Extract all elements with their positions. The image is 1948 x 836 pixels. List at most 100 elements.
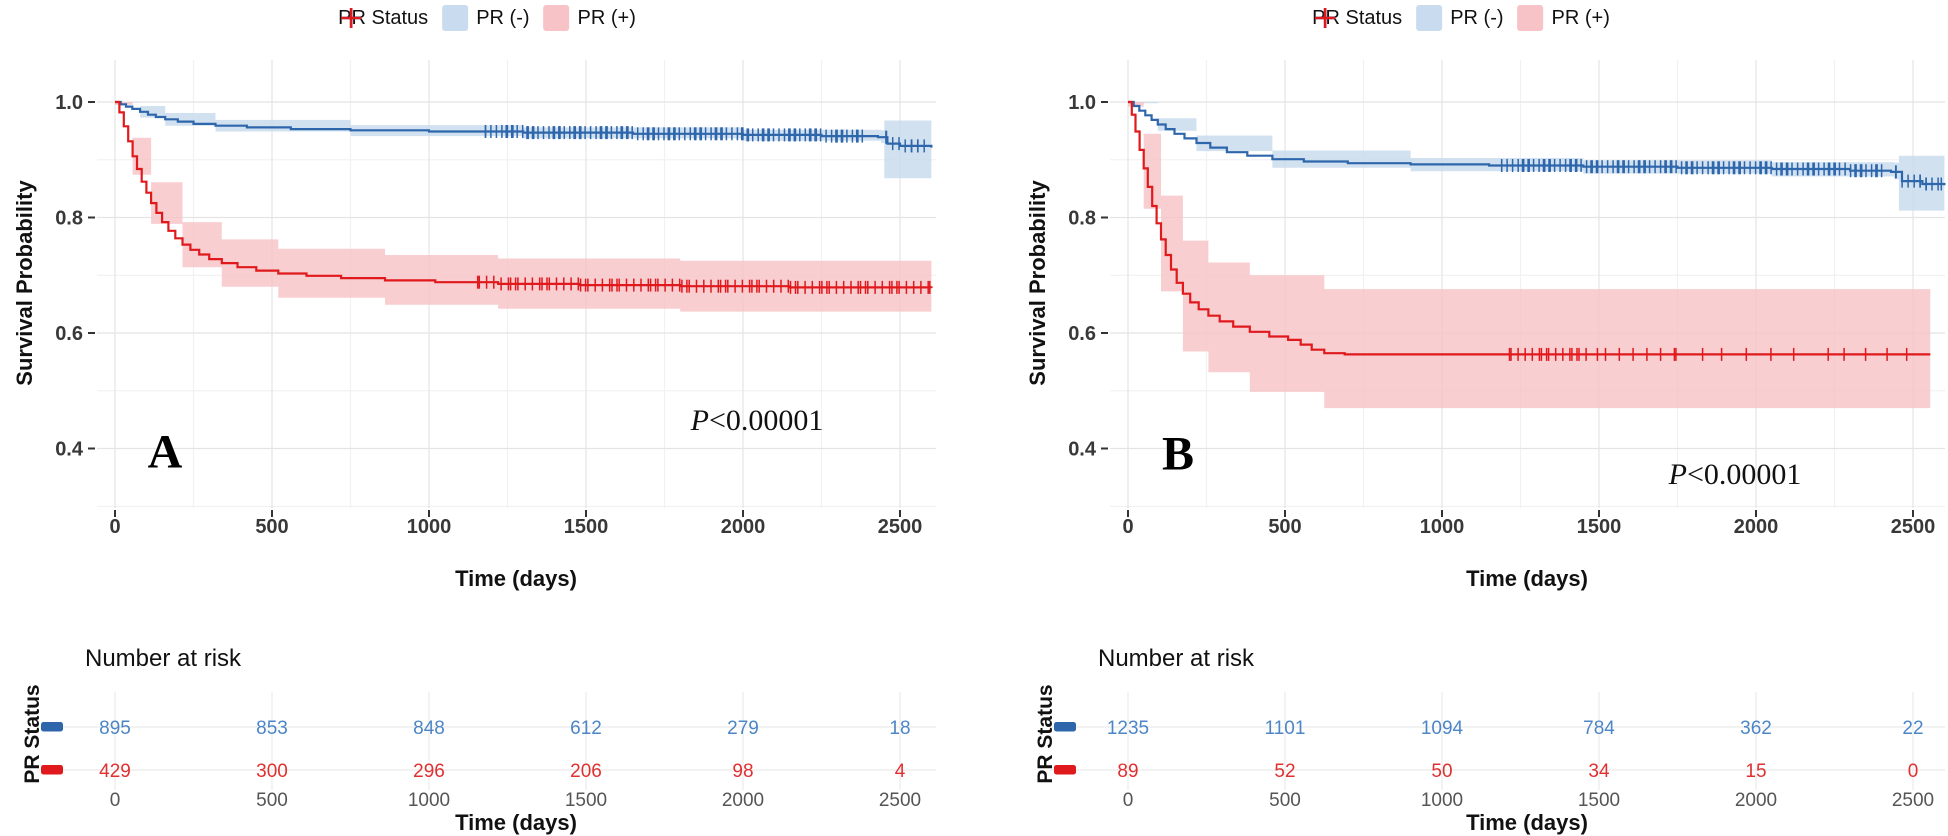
risk-row-marker: [41, 765, 63, 775]
risk-x-tick-label: 2000: [722, 790, 764, 811]
survival-curve: [115, 100, 933, 148]
survival-curve: [1128, 100, 1931, 356]
risk-count: 612: [570, 718, 602, 739]
x-axis-title: Time (days): [1466, 566, 1588, 591]
risk-count: 206: [570, 761, 602, 782]
legend-item-pr-neg: PR (-): [1315, 5, 1504, 31]
pvalue-p: P: [690, 404, 709, 437]
risk-x-axis-title: Time (days): [455, 810, 577, 835]
pvalue-annotation: P<0.00001: [691, 404, 824, 438]
x-tick-label: 2500: [1891, 516, 1936, 538]
risk-x-tick-label: 1000: [1421, 790, 1463, 811]
risk-x-tick-label: 2500: [879, 790, 921, 811]
risk-count: 296: [413, 761, 445, 782]
risk-x-tick-label: 500: [1269, 790, 1301, 811]
ci-band: [115, 102, 932, 314]
risk-count: 895: [99, 718, 131, 739]
survival-curve: [115, 100, 933, 289]
risk-axis-title: PR Status: [21, 684, 44, 784]
legend-title: PR Status: [1312, 6, 1403, 29]
x-tick-label: 2500: [878, 516, 923, 538]
pr-pos-plus-icon: [341, 5, 570, 31]
risk-count: 848: [413, 718, 445, 739]
risk-x-tick-label: 1000: [408, 790, 450, 811]
risk-table-title: Number at risk: [85, 645, 242, 672]
y-axis-title: Survival Probability: [12, 180, 37, 386]
km-plot-a: 1.0 0.8 0.6 0.4 0 500 1000 1500 2000 2500 895 853 84…: [37, 60, 936, 811]
risk-table-title: Number at risk: [1098, 645, 1255, 672]
figure-b: 1.0 0.8 0.6 0.4 0 500 1000 1500 2000 2500 1235 1101…: [974, 0, 1948, 836]
plus-glyph: [1315, 8, 1336, 28]
risk-count: 98: [732, 761, 753, 782]
risk-count: 279: [727, 718, 759, 739]
legend-item-pr-pos: PR (+): [341, 5, 636, 31]
risk-row-marker: [41, 722, 63, 732]
x-tick-label: 2000: [721, 516, 766, 538]
figure-a: 1.0 0.8 0.6 0.4 0 500 1000 1500 2000 2500 895 853 84…: [12, 5, 936, 835]
pr-neg-plus-icon: [341, 5, 469, 31]
risk-count: 22: [1902, 718, 1923, 739]
y-tick-label: 0.4: [1068, 439, 1097, 461]
panel-letter: B: [1161, 427, 1195, 481]
risk-count: 52: [1274, 761, 1295, 782]
ci-band: [1128, 102, 1931, 410]
y-axis-title: Survival Probability: [1025, 180, 1050, 386]
ci-band: [115, 102, 932, 179]
pvalue-annotation: P<0.00001: [1669, 458, 1802, 492]
legend: PR Status PR (-) PR (+): [338, 5, 636, 31]
legend-item-pr-pos: PR (+): [1315, 5, 1610, 31]
legend-item-label: PR (+): [577, 6, 636, 29]
legend-item-pr-neg: PR (-): [341, 5, 530, 31]
y-tick-label: 0.8: [1068, 208, 1096, 230]
risk-count: 50: [1431, 761, 1452, 782]
y-tick-label: 1.0: [55, 92, 83, 114]
pr-pos-plus-icon: [1315, 5, 1544, 31]
x-tick-label: 1000: [407, 516, 452, 538]
x-tick-label: 1000: [1420, 516, 1465, 538]
x-tick-label: 1500: [564, 516, 609, 538]
risk-axis-title: PR Status: [1034, 684, 1057, 784]
risk-row-marker: [1054, 765, 1076, 775]
x-tick-label: 500: [255, 516, 288, 538]
panel-letter: A: [147, 425, 183, 479]
risk-x-tick-label: 1500: [565, 790, 607, 811]
risk-count: 15: [1745, 761, 1766, 782]
x-tick-label: 500: [1268, 516, 1301, 538]
pvalue-rest: <0.00001: [708, 404, 824, 437]
legend-title: PR Status: [338, 6, 429, 29]
ci-band: [1128, 102, 1945, 211]
legend-item-label: PR (+): [1551, 6, 1610, 29]
risk-count: 362: [1740, 718, 1772, 739]
risk-x-tick-label: 2000: [1735, 790, 1777, 811]
x-tick-label: 2000: [1734, 516, 1779, 538]
y-tick-label: 0.6: [1068, 323, 1096, 345]
y-tick-label: 0.4: [55, 439, 84, 461]
x-tick-label: 1500: [1577, 516, 1622, 538]
y-tick-label: 0.8: [55, 208, 83, 230]
risk-x-axis-title: Time (days): [1466, 810, 1588, 835]
legend: PR Status PR (-) PR (+): [1312, 5, 1610, 31]
risk-count: 853: [256, 718, 288, 739]
x-axis-title: Time (days): [455, 566, 577, 591]
risk-count: 429: [99, 761, 131, 782]
y-tick-label: 1.0: [1068, 92, 1096, 114]
pr-neg-plus-icon: [1315, 5, 1443, 31]
risk-count: 4: [895, 761, 906, 782]
x-tick-label: 0: [1122, 516, 1133, 538]
risk-x-tick-label: 0: [110, 790, 121, 811]
risk-count: 784: [1583, 718, 1615, 739]
risk-row-marker: [1054, 722, 1076, 732]
risk-count: 300: [256, 761, 288, 782]
risk-count: 89: [1117, 761, 1138, 782]
plus-glyph: [341, 8, 362, 28]
risk-x-tick-label: 0: [1123, 790, 1134, 811]
pvalue-rest: <0.00001: [1686, 458, 1802, 491]
legend-item-label: PR (-): [1450, 6, 1504, 29]
risk-x-tick-label: 500: [256, 790, 288, 811]
risk-count: 34: [1588, 761, 1610, 782]
pvalue-p: P: [1668, 458, 1687, 491]
y-tick-label: 0.6: [55, 323, 83, 345]
legend-item-label: PR (-): [476, 6, 530, 29]
